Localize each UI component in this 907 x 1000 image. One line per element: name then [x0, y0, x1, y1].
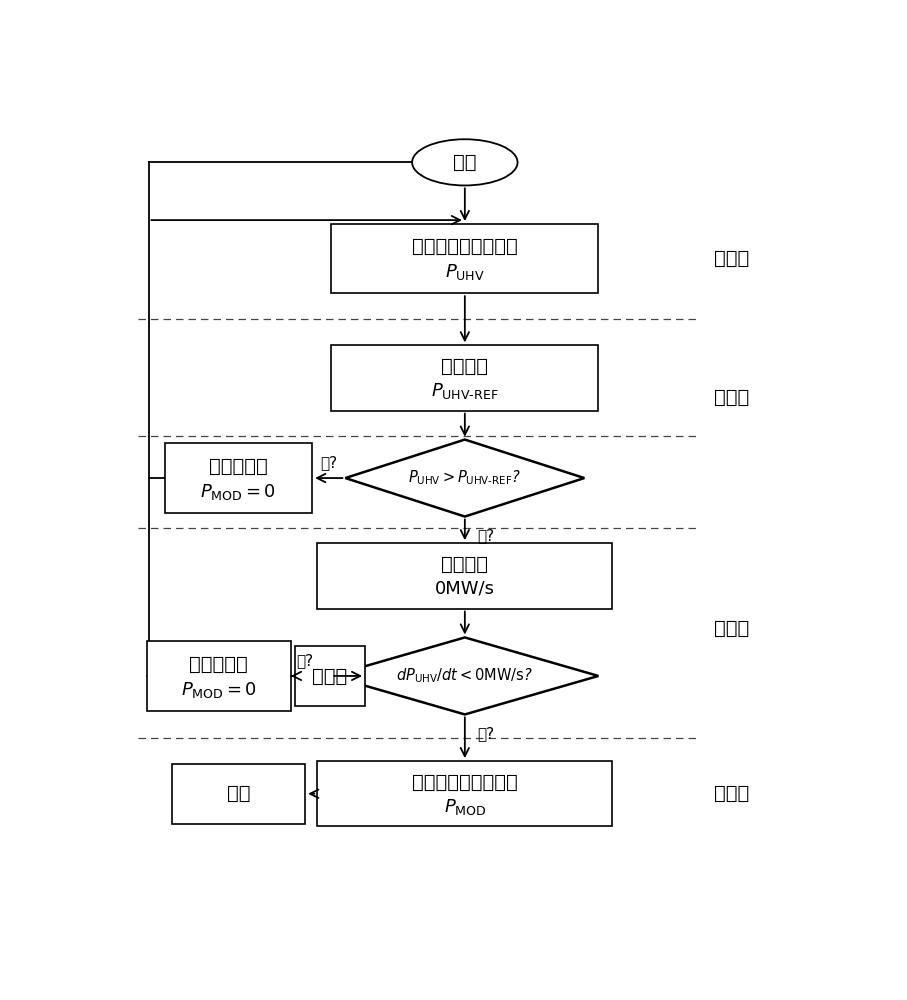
Text: 直流无调制: 直流无调制: [190, 655, 249, 674]
Text: $P_{\mathrm{MOD}}=0$: $P_{\mathrm{MOD}}=0$: [200, 482, 277, 502]
Text: $P_{\mathrm{MOD}}$: $P_{\mathrm{MOD}}$: [444, 797, 486, 817]
Bar: [295, 646, 365, 706]
Text: 是?: 是?: [477, 528, 494, 543]
Text: 0MW/s: 0MW/s: [434, 580, 495, 598]
Bar: [331, 224, 599, 293]
Text: 第一步: 第一步: [715, 249, 749, 268]
Bar: [317, 761, 612, 826]
Text: 实测联络线功率摇摆: 实测联络线功率摇摆: [412, 237, 518, 256]
Bar: [171, 764, 306, 824]
Text: 第二步: 第二步: [715, 388, 749, 407]
Text: 是?: 是?: [296, 653, 313, 668]
Text: 启动阀値: 启动阀値: [442, 357, 488, 376]
Text: 第三步: 第三步: [715, 619, 749, 638]
Text: $dP_{\mathrm{UHV}}/dt<0\mathrm{MW/s}$?: $dP_{\mathrm{UHV}}/dt<0\mathrm{MW/s}$?: [396, 667, 533, 685]
Text: 直流紧急功率调制量: 直流紧急功率调制量: [412, 773, 518, 792]
Bar: [147, 641, 291, 711]
Text: 否?: 否?: [320, 455, 337, 470]
Text: $P_{\mathrm{UHV}}$: $P_{\mathrm{UHV}}$: [445, 262, 484, 282]
Text: $P_{\mathrm{UHV}}>P_{\mathrm{UHV\text{-}REF}}$?: $P_{\mathrm{UHV}}>P_{\mathrm{UHV\text{-}…: [408, 469, 522, 487]
Text: 保持: 保持: [227, 784, 250, 803]
Text: $P_{\mathrm{UHV\text{-}REF}}$: $P_{\mathrm{UHV\text{-}REF}}$: [431, 381, 499, 401]
Bar: [331, 345, 599, 411]
Polygon shape: [331, 637, 599, 714]
Polygon shape: [346, 440, 584, 517]
Ellipse shape: [412, 139, 518, 185]
Bar: [165, 443, 312, 513]
Text: 开始: 开始: [454, 153, 476, 172]
Bar: [317, 543, 612, 609]
Text: $P_{\mathrm{MOD}}=0$: $P_{\mathrm{MOD}}=0$: [180, 680, 257, 700]
Text: 退出阀値: 退出阀値: [442, 555, 488, 574]
Text: 抗干扰: 抗干扰: [312, 666, 347, 685]
Text: 否?: 否?: [477, 726, 494, 741]
Text: 直流无调制: 直流无调制: [210, 457, 268, 476]
Text: 第四步: 第四步: [715, 784, 749, 803]
